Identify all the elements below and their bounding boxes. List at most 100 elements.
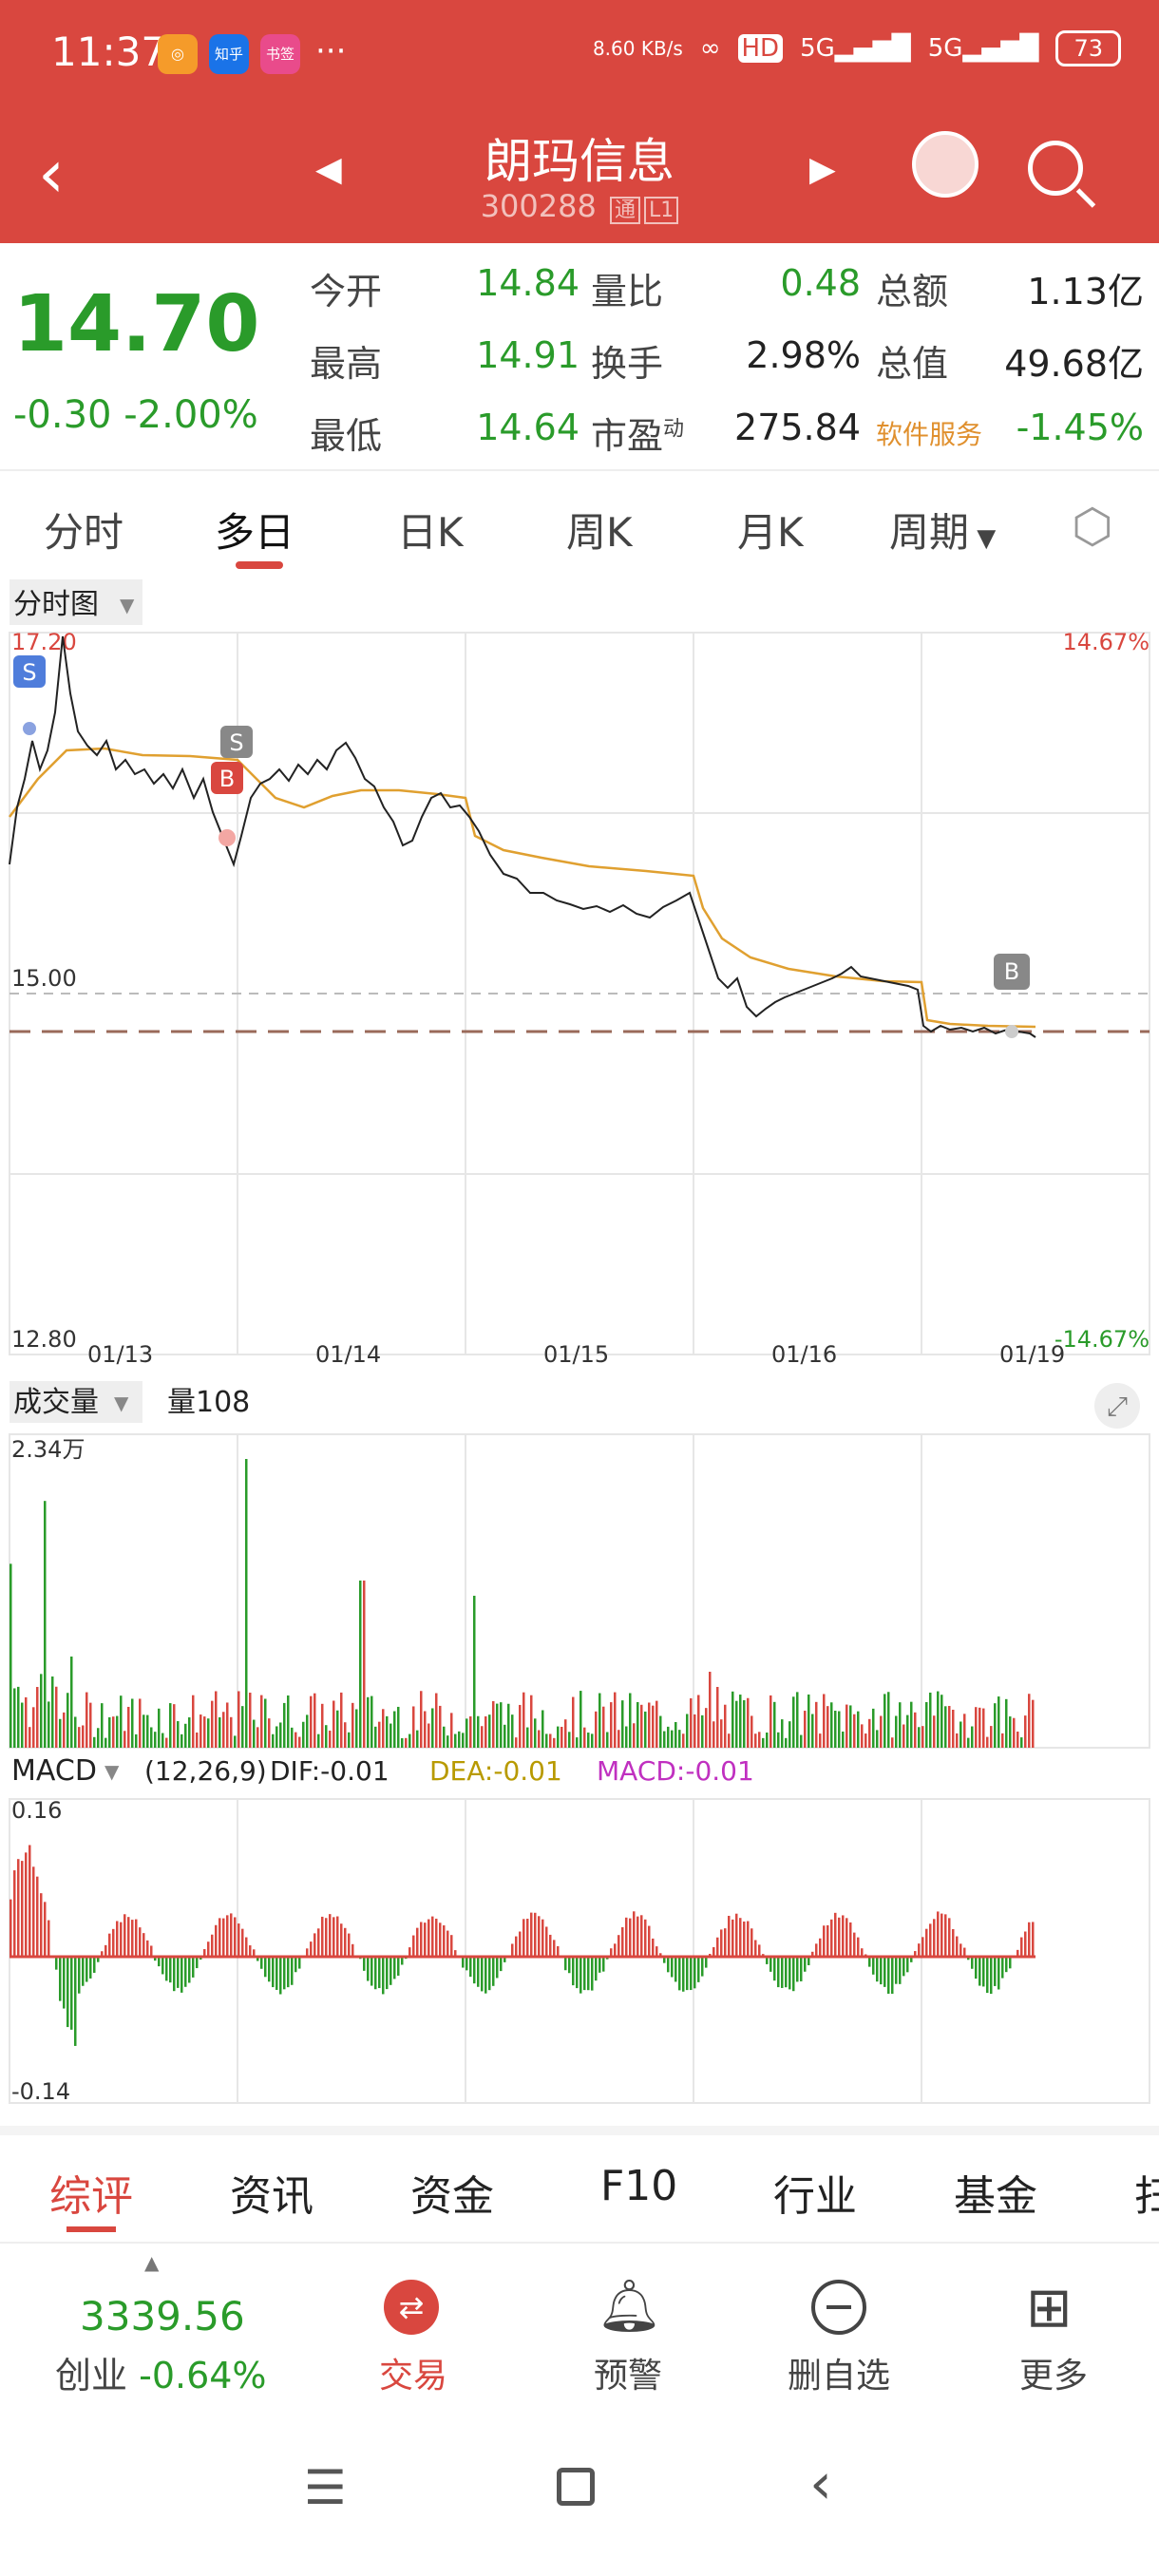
volume-bar xyxy=(256,1727,259,1748)
trade-icon[interactable]: ⇄ xyxy=(384,2280,439,2335)
home-icon[interactable] xyxy=(557,2468,595,2506)
volume-bar xyxy=(530,1695,533,1748)
volume-bar xyxy=(74,1716,77,1748)
nav-trade[interactable]: 交易 xyxy=(378,2357,447,2396)
tab-funds-flow[interactable]: 资金 xyxy=(410,2172,494,2221)
volume-bar xyxy=(644,1711,647,1748)
next-stock-icon[interactable]: ▶ xyxy=(809,150,836,189)
macd-bars xyxy=(10,1845,1035,2046)
tab-news[interactable]: 资讯 xyxy=(230,2172,314,2221)
assistant-robot-icon[interactable] xyxy=(912,131,978,198)
macd-bar xyxy=(82,1957,85,1986)
macd-bar xyxy=(750,1928,753,1957)
macd-bar xyxy=(116,1921,119,1957)
tab-weekly-k[interactable]: 周K xyxy=(566,509,633,556)
bottom-nav: ▲ 3339.56 创业 -0.64% ⇄ 交易 🔔︎ 预警 删自选 ⊞ 更多 xyxy=(0,2242,1159,2422)
search-icon[interactable] xyxy=(1028,141,1083,196)
more-notifications-icon: ··· xyxy=(315,32,347,70)
macd-bar xyxy=(811,1951,814,1957)
nav-more[interactable]: 更多 xyxy=(1018,2357,1088,2396)
macd-bar xyxy=(55,1957,58,1970)
volume-bar xyxy=(526,1727,529,1748)
macd-bar xyxy=(484,1957,487,1994)
tab-monthly-k[interactable]: 月K xyxy=(737,509,804,556)
volume-bar xyxy=(678,1730,681,1748)
macd-bar xyxy=(891,1957,894,1995)
macd-bar xyxy=(226,1915,229,1957)
volume-bar xyxy=(200,1714,202,1748)
expand-arrows-icon: ⤢ xyxy=(1107,1391,1128,1422)
volume-bar xyxy=(378,1721,381,1748)
volume-bar xyxy=(124,1731,126,1748)
macd-bar xyxy=(712,1946,715,1957)
macd-bar xyxy=(682,1957,685,1992)
macd-bar xyxy=(697,1957,700,1982)
volume-bars xyxy=(10,1459,1035,1748)
nav-alert[interactable]: 预警 xyxy=(593,2357,662,2396)
bell-icon[interactable]: 🔔︎ xyxy=(597,2276,662,2336)
macd-bar xyxy=(473,1957,476,1984)
tab-more-truncated[interactable]: 扫 xyxy=(1134,2172,1159,2221)
volume-bar xyxy=(173,1704,176,1748)
macd-bar xyxy=(93,1957,96,1973)
volume-bar xyxy=(363,1581,366,1748)
macd-selector[interactable]: MACD xyxy=(11,1754,97,1788)
expand-icon[interactable] xyxy=(1094,1383,1140,1429)
svg-text:B: B xyxy=(1004,958,1019,985)
tab-overview[interactable]: 综评 xyxy=(49,2172,133,2221)
volume-bar xyxy=(249,1693,252,1748)
volume-selector[interactable]: 成交量 xyxy=(13,1386,99,1419)
macd-bar xyxy=(694,1957,696,1989)
volume-bar xyxy=(1005,1698,1008,1748)
settings-icon[interactable]: ⬡ xyxy=(1072,499,1113,554)
industry-change: -1.45% xyxy=(1016,407,1144,448)
back-nav-icon[interactable]: ‹ xyxy=(809,2451,832,2517)
macd-bar xyxy=(374,1957,377,1990)
remove-watchlist-icon[interactable] xyxy=(811,2280,866,2335)
index-info[interactable]: 创业 -0.64% xyxy=(55,2355,267,2396)
macd-bar xyxy=(914,1951,917,1957)
grid-icon[interactable]: ⊞ xyxy=(1026,2275,1073,2339)
macd-bar xyxy=(416,1927,419,1957)
macd-bar xyxy=(602,1957,605,1972)
macd-bar xyxy=(488,1957,491,1991)
tab-period[interactable]: 周期 ▼ xyxy=(889,509,997,556)
macd-bar xyxy=(526,1919,529,1957)
volume-bar xyxy=(146,1714,149,1748)
volume-bar xyxy=(857,1711,860,1748)
tab-industry[interactable]: 行业 xyxy=(773,2172,857,2221)
macd-bar xyxy=(785,1957,788,1988)
volume-bar xyxy=(431,1708,434,1748)
tab-fund[interactable]: 基金 xyxy=(954,2172,1037,2221)
volume-bar xyxy=(207,1718,210,1748)
macd-bar xyxy=(466,1957,468,1971)
net-speed: 8.60 KB/s xyxy=(592,37,683,60)
tab-daily-k[interactable]: 日K xyxy=(397,509,464,556)
macd-bar xyxy=(998,1957,1000,1990)
macd-bar xyxy=(849,1922,852,1957)
price-chart-area[interactable]: 分时图 ▼ 17.20 15.00 12.80 14.67% -14.67% S… xyxy=(0,579,1159,2123)
volume-bar xyxy=(808,1694,810,1748)
volume-bar xyxy=(48,1701,50,1748)
industry-link[interactable]: 软件服务 xyxy=(876,419,983,450)
volume-bar xyxy=(750,1715,753,1748)
macd-bar xyxy=(207,1941,210,1957)
nav-remove-watchlist[interactable]: 删自选 xyxy=(787,2357,890,2396)
back-icon[interactable]: ‹ xyxy=(38,135,65,213)
menu-icon[interactable]: ☰ xyxy=(304,2460,347,2515)
tab-intraday[interactable]: 分时 xyxy=(44,509,124,556)
macd-bar xyxy=(344,1927,347,1957)
prev-stock-icon[interactable]: ◀ xyxy=(315,150,342,189)
tab-f10[interactable]: F10 xyxy=(600,2162,678,2210)
volume-bar xyxy=(602,1706,605,1748)
volume-bar xyxy=(868,1718,871,1748)
macd-bar xyxy=(595,1957,598,1981)
volume-bar xyxy=(777,1732,780,1748)
hd-badge: HD xyxy=(737,34,784,63)
amount-label: 总额 xyxy=(876,271,949,313)
pct-axis-max: 14.67% xyxy=(1062,629,1150,655)
tab-multi-day[interactable]: 多日 xyxy=(215,509,295,556)
chart-selector[interactable]: 分时图 xyxy=(13,588,99,621)
macd-bar xyxy=(431,1916,434,1957)
index-value[interactable]: 3339.56 xyxy=(80,2293,245,2339)
